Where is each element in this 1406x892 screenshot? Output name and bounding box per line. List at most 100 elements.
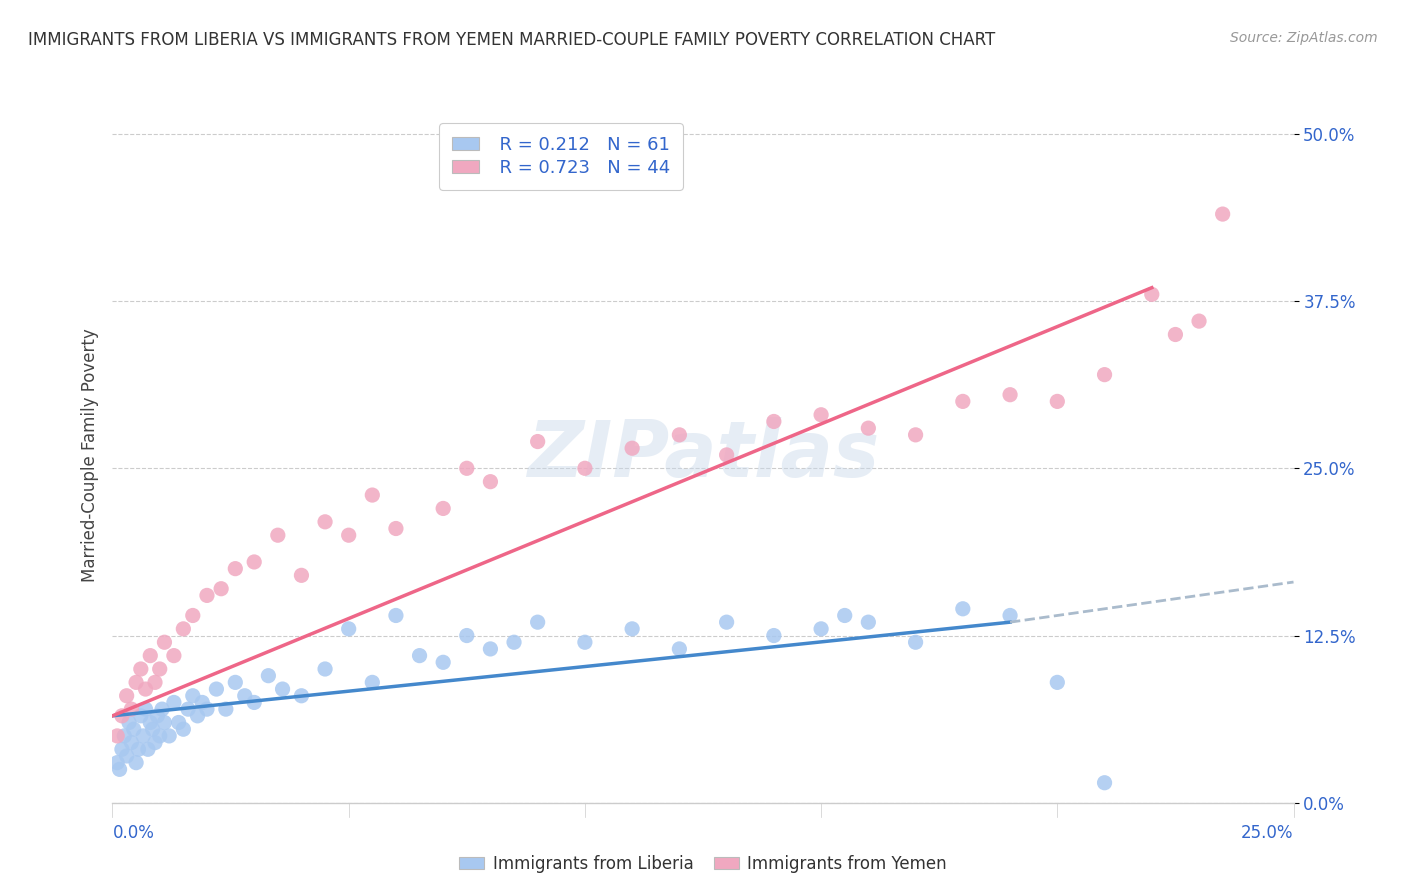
Point xyxy=(135,702,157,716)
Point xyxy=(1212,207,1234,221)
Point xyxy=(385,608,408,623)
Point xyxy=(314,515,336,529)
Point xyxy=(181,689,204,703)
Y-axis label: Married-Couple Family Poverty: Married-Couple Family Poverty xyxy=(80,328,98,582)
Point xyxy=(120,702,142,716)
Point xyxy=(290,689,312,703)
Point xyxy=(172,622,194,636)
Text: 25.0%: 25.0% xyxy=(1241,824,1294,842)
Point xyxy=(125,756,148,770)
Point xyxy=(290,568,312,582)
Point xyxy=(1140,287,1163,301)
Point xyxy=(129,708,152,723)
Point xyxy=(136,742,159,756)
Point xyxy=(108,762,131,776)
Point xyxy=(149,662,172,676)
Point xyxy=(215,702,238,716)
Point xyxy=(143,675,166,690)
Point xyxy=(361,675,384,690)
Point xyxy=(139,715,162,730)
Point xyxy=(314,662,336,676)
Point xyxy=(432,501,454,516)
Point xyxy=(385,521,408,535)
Point xyxy=(181,608,204,623)
Point xyxy=(257,669,280,683)
Point xyxy=(115,689,138,703)
Point xyxy=(143,735,166,749)
Point xyxy=(1164,327,1187,342)
Point xyxy=(503,635,526,649)
Point xyxy=(762,414,785,428)
Point xyxy=(810,622,832,636)
Point xyxy=(1188,314,1211,328)
Point xyxy=(172,723,194,737)
Point xyxy=(167,715,190,730)
Point xyxy=(243,555,266,569)
Point xyxy=(177,702,200,716)
Point xyxy=(186,708,208,723)
Point xyxy=(195,589,218,603)
Point xyxy=(112,729,135,743)
Point xyxy=(1094,368,1116,382)
Point xyxy=(224,562,246,576)
Legend:   R = 0.212   N = 61,   R = 0.723   N = 44: R = 0.212 N = 61, R = 0.723 N = 44 xyxy=(440,123,683,190)
Point xyxy=(904,635,927,649)
Point xyxy=(479,642,502,657)
Legend: Immigrants from Liberia, Immigrants from Yemen: Immigrants from Liberia, Immigrants from… xyxy=(453,848,953,880)
Point xyxy=(163,696,186,710)
Point xyxy=(157,729,180,743)
Point xyxy=(205,681,228,696)
Point xyxy=(135,681,157,696)
Point xyxy=(150,702,173,716)
Text: ZIPatlas: ZIPatlas xyxy=(527,417,879,493)
Point xyxy=(122,723,145,737)
Point xyxy=(111,708,134,723)
Point xyxy=(105,729,128,743)
Point xyxy=(408,648,430,663)
Point xyxy=(139,648,162,663)
Point xyxy=(337,622,360,636)
Point xyxy=(716,615,738,630)
Point xyxy=(668,427,690,442)
Point xyxy=(153,635,176,649)
Point xyxy=(574,461,596,475)
Point xyxy=(224,675,246,690)
Point xyxy=(125,675,148,690)
Text: Source: ZipAtlas.com: Source: ZipAtlas.com xyxy=(1230,31,1378,45)
Point xyxy=(858,421,880,435)
Point xyxy=(1046,394,1069,409)
Point xyxy=(834,608,856,623)
Point xyxy=(526,434,548,449)
Point xyxy=(118,715,141,730)
Point xyxy=(998,387,1021,401)
Point xyxy=(127,742,149,756)
Point xyxy=(810,408,832,422)
Point xyxy=(526,615,548,630)
Point xyxy=(668,642,690,657)
Point xyxy=(115,749,138,764)
Point xyxy=(904,427,927,442)
Point xyxy=(132,729,155,743)
Point xyxy=(716,448,738,462)
Point xyxy=(337,528,360,542)
Point xyxy=(195,702,218,716)
Point xyxy=(191,696,214,710)
Point xyxy=(952,394,974,409)
Point xyxy=(479,475,502,489)
Point xyxy=(209,582,232,596)
Text: 0.0%: 0.0% xyxy=(112,824,155,842)
Point xyxy=(163,648,186,663)
Point xyxy=(105,756,128,770)
Point xyxy=(146,708,169,723)
Point xyxy=(142,723,165,737)
Point xyxy=(1094,775,1116,790)
Point xyxy=(456,461,478,475)
Point xyxy=(952,601,974,615)
Point xyxy=(243,696,266,710)
Point xyxy=(621,622,644,636)
Point xyxy=(271,681,294,696)
Point xyxy=(267,528,290,542)
Point xyxy=(120,735,142,749)
Point xyxy=(233,689,256,703)
Point xyxy=(998,608,1021,623)
